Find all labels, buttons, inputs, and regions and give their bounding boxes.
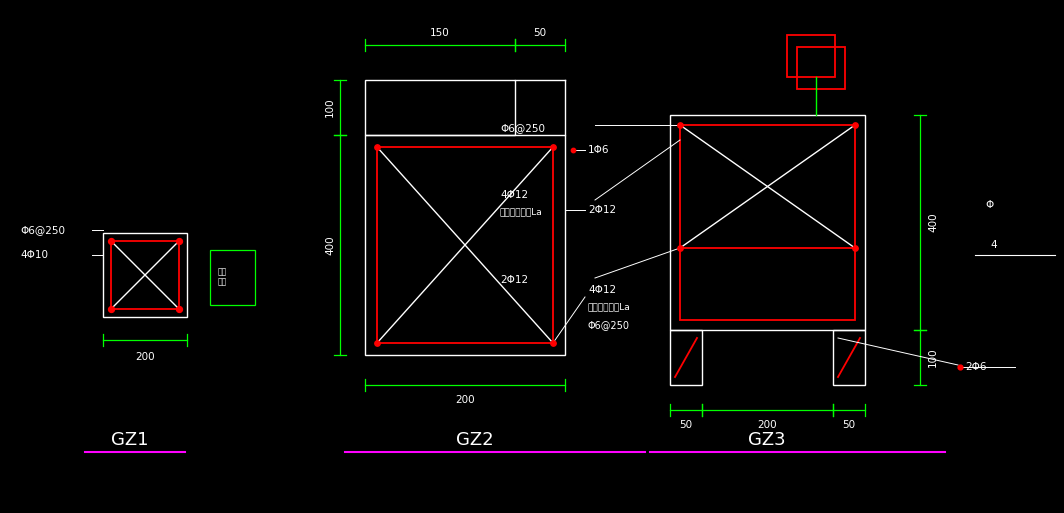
Bar — [670, 115, 865, 330]
Text: 400: 400 — [928, 212, 938, 232]
Point — [170, 237, 187, 245]
Text: 2Φ12: 2Φ12 — [500, 275, 528, 285]
Text: GZ2: GZ2 — [456, 431, 494, 449]
Bar — [797, 47, 845, 89]
Text: 100: 100 — [325, 97, 335, 117]
Text: 100: 100 — [928, 347, 938, 367]
Bar — [680, 125, 855, 320]
Bar — [377, 147, 553, 343]
Bar — [365, 135, 565, 355]
Text: 4: 4 — [990, 240, 997, 250]
Text: 1Φ6: 1Φ6 — [588, 145, 610, 155]
Text: Φ6@250: Φ6@250 — [20, 225, 65, 235]
Bar — [210, 250, 255, 305]
Text: 锶入下部梁中La: 锶入下部梁中La — [588, 303, 631, 311]
Point — [671, 244, 688, 252]
Bar — [103, 233, 187, 317]
Text: 50: 50 — [680, 420, 693, 430]
Point — [102, 305, 119, 313]
Bar — [111, 241, 179, 309]
Text: Φ6@250: Φ6@250 — [500, 123, 545, 133]
Point — [368, 143, 385, 151]
Text: GZ1: GZ1 — [112, 431, 149, 449]
Text: 带马
牙槎: 带马 牙槎 — [218, 267, 228, 287]
Point — [847, 244, 864, 252]
Bar — [787, 35, 835, 77]
Bar — [365, 80, 515, 135]
Point — [368, 339, 385, 347]
Point — [545, 143, 562, 151]
Bar — [670, 330, 702, 385]
Bar — [833, 330, 865, 385]
Text: Φ: Φ — [985, 200, 994, 210]
Text: 200: 200 — [758, 420, 777, 430]
Text: 200: 200 — [135, 352, 155, 362]
Point — [170, 305, 187, 313]
Text: GZ3: GZ3 — [748, 431, 786, 449]
Point — [545, 339, 562, 347]
Text: 400: 400 — [325, 235, 335, 255]
Point — [565, 146, 582, 154]
Text: 2Φ6: 2Φ6 — [965, 362, 986, 372]
Text: 150: 150 — [430, 28, 450, 38]
Text: 4Φ12: 4Φ12 — [500, 190, 528, 200]
Text: 锶入下部梁中La: 锶入下部梁中La — [500, 207, 543, 216]
Text: 50: 50 — [843, 420, 855, 430]
Text: 50: 50 — [533, 28, 547, 38]
Point — [671, 121, 688, 129]
Point — [102, 237, 119, 245]
Text: 200: 200 — [455, 395, 475, 405]
Text: Φ6@250: Φ6@250 — [588, 320, 630, 330]
Text: 2Φ12: 2Φ12 — [588, 205, 616, 215]
Text: 4Φ10: 4Φ10 — [20, 250, 48, 260]
Point — [951, 363, 968, 371]
Text: 4Φ12: 4Φ12 — [588, 285, 616, 295]
Point — [847, 121, 864, 129]
